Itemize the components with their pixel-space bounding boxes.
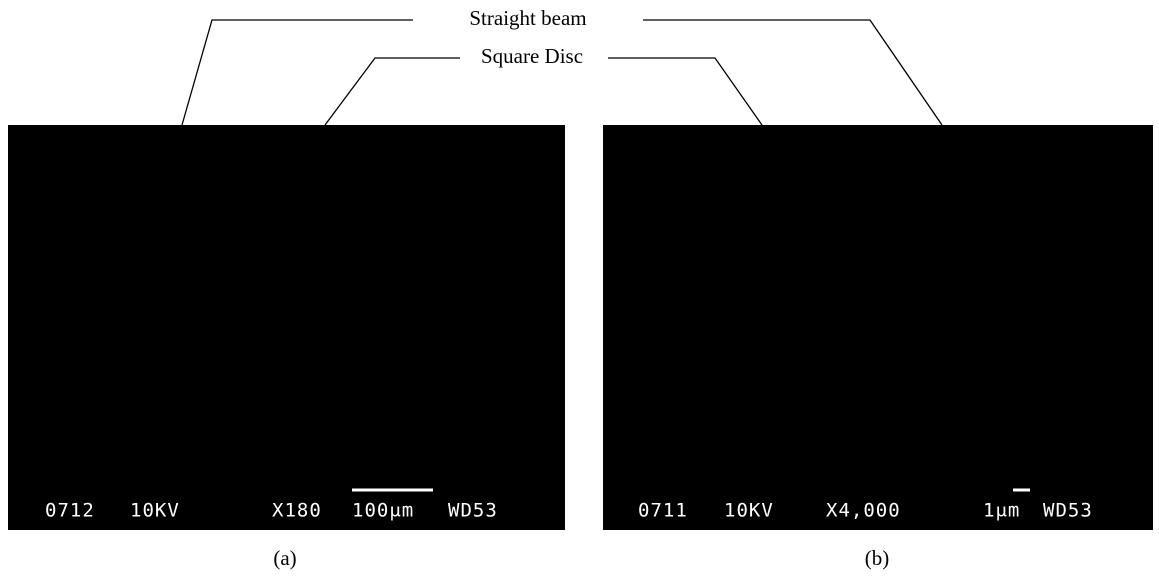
leader-line — [325, 58, 460, 125]
sem-info: 1μm — [983, 500, 1020, 522]
sem-image — [603, 125, 1153, 530]
sem-info: 100μm — [352, 500, 414, 522]
caption: (b) — [865, 546, 890, 570]
sem-info: WD53 — [1043, 500, 1093, 522]
sem-info: X4,000 — [826, 500, 901, 522]
label: Straight beam — [469, 6, 586, 30]
sem-info: X180 — [272, 500, 322, 522]
sem-info: 0712 — [45, 500, 95, 522]
figure: Straight beam Square Disc 0712 10KV X180… — [0, 0, 1159, 580]
caption: (a) — [273, 546, 296, 570]
sem-info: WD53 — [448, 500, 498, 522]
label: Square Disc — [481, 44, 583, 68]
leader-line — [643, 20, 942, 125]
sem-image — [8, 125, 565, 530]
sem-info: 0711 — [638, 500, 688, 522]
sem-info: 10KV — [724, 500, 774, 522]
sem-info: 10KV — [130, 500, 180, 522]
leader-line — [182, 20, 413, 125]
leader-line — [608, 58, 762, 125]
